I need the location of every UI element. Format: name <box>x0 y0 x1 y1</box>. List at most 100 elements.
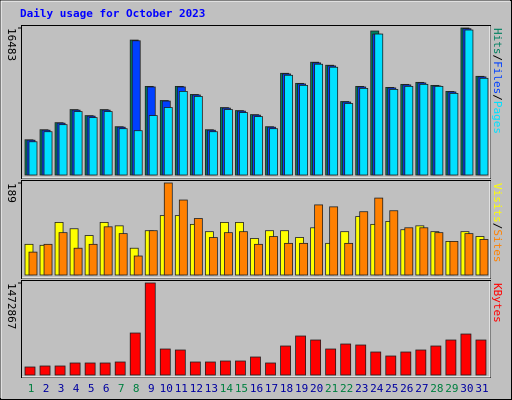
bar <box>464 29 474 176</box>
bar <box>235 360 246 376</box>
plot-bevel <box>22 181 491 279</box>
bar <box>269 128 278 176</box>
bar <box>404 85 414 176</box>
bar <box>370 351 382 376</box>
x-tick-label: 3 <box>58 382 65 395</box>
bar <box>43 131 53 176</box>
bar <box>269 236 278 276</box>
bar <box>103 111 113 176</box>
bar <box>389 210 399 276</box>
x-tick-label: 22 <box>340 382 353 395</box>
x-tick-label: 9 <box>148 382 155 395</box>
x-tick-label: 4 <box>73 382 80 395</box>
bar <box>204 361 216 376</box>
bar <box>385 355 397 376</box>
bar <box>69 362 81 376</box>
bar <box>178 91 188 176</box>
x-tick-label: 17 <box>265 382 278 395</box>
x-tick-label: 19 <box>295 382 308 395</box>
bar <box>280 345 291 376</box>
legend: KBytes <box>491 283 504 323</box>
bar <box>314 204 324 276</box>
bar <box>374 197 384 276</box>
bar <box>73 111 83 176</box>
bar <box>178 199 188 276</box>
bar <box>475 339 487 376</box>
bar <box>118 128 128 176</box>
bar <box>133 255 143 276</box>
y-tick-label: 189 <box>5 183 18 203</box>
bar <box>224 232 233 276</box>
bar <box>224 109 233 176</box>
bar <box>254 243 263 276</box>
x-tick-label: 30 <box>460 382 473 395</box>
bar <box>54 365 66 376</box>
x-tick-label: 7 <box>118 382 125 395</box>
bar <box>250 356 261 376</box>
bar <box>419 83 429 176</box>
bar <box>310 339 322 376</box>
bar <box>464 233 474 276</box>
legend-entry: KBytes <box>491 283 504 323</box>
bar <box>148 115 158 176</box>
legend-separator: / <box>491 223 504 230</box>
bar <box>88 243 98 276</box>
bar <box>239 231 248 276</box>
x-tick-label: 29 <box>445 382 458 395</box>
bar <box>39 365 51 376</box>
bar <box>133 130 143 176</box>
legend-entry: Sites <box>491 229 504 262</box>
bar <box>159 348 171 376</box>
x-tick-label: 6 <box>103 382 110 395</box>
bar <box>389 89 399 176</box>
x-tick-label: 26 <box>400 382 413 395</box>
bar <box>58 232 68 276</box>
bar <box>314 63 324 176</box>
bar <box>329 206 339 276</box>
bar <box>284 242 293 276</box>
x-tick-label: 31 <box>475 382 488 395</box>
x-tick-label: 16 <box>250 382 263 395</box>
bar <box>299 84 308 176</box>
y-tick-label: 16483 <box>5 28 18 61</box>
x-tick-label: 25 <box>385 382 398 395</box>
bar <box>84 362 96 376</box>
x-tick-label: 15 <box>235 382 248 395</box>
x-tick-label: 27 <box>415 382 428 395</box>
legend: Visits/Sites <box>491 183 504 263</box>
bar <box>284 74 293 176</box>
x-tick-label: 5 <box>88 382 95 395</box>
x-tick-label: 8 <box>133 382 140 395</box>
bar <box>43 243 53 276</box>
plot-bevel <box>22 281 491 378</box>
bar <box>374 33 384 176</box>
bar <box>239 112 248 176</box>
bar <box>449 93 459 176</box>
x-tick-label: 1 <box>28 382 35 395</box>
bar <box>88 117 98 176</box>
x-tick-label: 2 <box>43 382 50 395</box>
x-tick-label: 28 <box>430 382 443 395</box>
bar <box>344 103 354 176</box>
bar <box>114 361 126 376</box>
bar <box>193 96 203 176</box>
bar <box>329 66 339 176</box>
bar <box>404 227 414 276</box>
bar <box>295 335 306 376</box>
bar <box>479 239 489 276</box>
bar <box>355 344 367 376</box>
bar <box>28 251 38 276</box>
x-tick-label: 23 <box>355 382 368 395</box>
bar <box>24 366 36 376</box>
legend-entry: Hits <box>491 28 504 55</box>
bar <box>208 131 218 176</box>
bar <box>325 348 337 376</box>
legend: Hits/Files/Pages <box>491 28 504 134</box>
bar <box>359 211 369 276</box>
bar <box>163 107 173 176</box>
x-tick-label: 14 <box>220 382 234 395</box>
bar <box>73 247 83 276</box>
bar <box>434 232 444 276</box>
